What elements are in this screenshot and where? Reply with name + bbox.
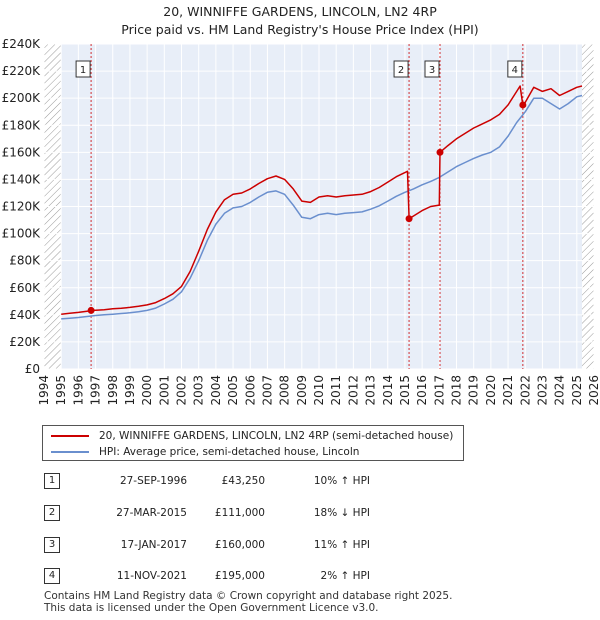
- x-tick-label: 2006: [243, 375, 257, 406]
- x-tick-label: 2015: [398, 375, 412, 406]
- x-tick-label: 2026: [587, 375, 600, 406]
- sale-point: [405, 215, 413, 223]
- x-tick-label: 2008: [278, 375, 292, 406]
- x-tick-label: 2000: [140, 375, 154, 406]
- marker-label: 1: [80, 65, 86, 76]
- transaction-price: £43,250: [221, 475, 265, 487]
- x-tick-label: 2001: [157, 375, 171, 406]
- transaction-row: 4 11-NOV-2021 £195,000 2% ↑ HPI: [0, 566, 600, 586]
- transaction-date: 11-NOV-2021: [116, 570, 187, 582]
- transaction-price: £195,000: [214, 570, 265, 582]
- transaction-hpi: 11% ↑ HPI: [313, 539, 370, 551]
- x-tick-label: 2013: [364, 375, 378, 406]
- transaction-hpi: 18% ↓ HPI: [313, 507, 370, 519]
- property-price-line: [61, 85, 583, 315]
- price-chart: 1 2 3 4 £0 £20K £40K £60K £80K £100K £120K £140K £1…: [2, 37, 600, 406]
- marker-box: [424, 60, 440, 78]
- x-tick-label: 2011: [329, 375, 343, 406]
- legend-label-property: 20, WINNIFFE GARDENS, LINCOLN, LN2 4RP (…: [99, 430, 454, 442]
- y-tick-label: £220K: [2, 64, 42, 78]
- x-tick-label: 2021: [501, 375, 515, 406]
- x-tick-label: 2009: [295, 375, 309, 406]
- x-tick-label: 2018: [450, 375, 464, 406]
- x-tick-label: 2014: [381, 375, 395, 406]
- marker-box: [393, 60, 409, 78]
- marker-label: 4: [512, 65, 518, 76]
- x-tick-label: 2019: [467, 375, 481, 406]
- x-tick-label: 1997: [89, 375, 103, 406]
- marker-box: [507, 60, 523, 78]
- y-axis: £0 £20K £40K £60K £80K £100K £120K £140K £160K £1…: [2, 37, 42, 376]
- y-tick-label: £240K: [2, 37, 42, 51]
- x-tick-label: 1998: [106, 375, 120, 406]
- x-tick-label: 2022: [518, 375, 532, 406]
- x-tick-label: 2012: [346, 375, 360, 406]
- sale-point: [436, 148, 444, 156]
- x-tick-label: 2005: [226, 375, 240, 406]
- sale-point: [87, 306, 95, 314]
- transaction-date: 27-MAR-2015: [116, 507, 187, 519]
- transaction-hpi: 10% ↑ HPI: [313, 475, 370, 487]
- x-tick-label: 2025: [570, 375, 584, 406]
- transaction-hpi: 2% ↑ HPI: [320, 570, 370, 582]
- marker-group: 1 2 3 4: [75, 60, 527, 314]
- x-axis: 1994 1995 1996 1997 1998 1999 2000 2001 2002 2003…: [37, 375, 600, 406]
- chart-subtitle: Price paid vs. HM Land Registry's House …: [121, 22, 479, 37]
- y-tick-label: £180K: [2, 118, 42, 132]
- transaction-price: £160,000: [214, 539, 265, 551]
- legend-swatch-blue: [51, 451, 89, 453]
- x-tick-label: 2016: [415, 375, 429, 406]
- transaction-number: 2: [44, 505, 60, 521]
- sale-point: [519, 101, 527, 109]
- y-tick-label: £20K: [9, 335, 41, 349]
- y-tick-label: £0: [25, 362, 40, 376]
- x-tick-label: 2023: [535, 375, 549, 406]
- footer-copyright: Contains HM Land Registry data © Crown c…: [44, 590, 453, 602]
- x-tick-label: 2003: [192, 375, 206, 406]
- transaction-row: 1 27-SEP-1996 £43,250 10% ↑ HPI: [0, 471, 600, 491]
- transaction-number: 4: [44, 568, 60, 584]
- transaction-date: 27-SEP-1996: [119, 475, 187, 487]
- chart-title: 20, WINNIFFE GARDENS, LINCOLN, LN2 4RP: [163, 4, 437, 19]
- y-tick-label: £40K: [9, 308, 41, 322]
- marker-label: 2: [398, 65, 404, 76]
- x-tick-label: 2020: [484, 375, 498, 406]
- y-tick-label: £100K: [2, 227, 42, 241]
- y-tick-label: £60K: [9, 281, 41, 295]
- legend: 20, WINNIFFE GARDENS, LINCOLN, LN2 4RP (…: [42, 425, 464, 461]
- x-tick-label: 1999: [123, 375, 137, 406]
- series-group: [61, 85, 583, 320]
- transaction-date: 17-JAN-2017: [120, 539, 187, 551]
- y-tick-label: £160K: [2, 145, 42, 159]
- transaction-number: 3: [44, 537, 60, 553]
- x-tick-label: 1994: [37, 375, 51, 406]
- transaction-number: 1: [44, 473, 60, 489]
- transaction-row: 3 17-JAN-2017 £160,000 11% ↑ HPI: [0, 535, 600, 555]
- x-tick-label: 2010: [312, 375, 326, 406]
- grid: [43, 43, 595, 370]
- legend-item-property: 20, WINNIFFE GARDENS, LINCOLN, LN2 4RP (…: [51, 430, 453, 442]
- y-tick-label: £80K: [9, 254, 41, 268]
- footer-licence: This data is licensed under the Open Gov…: [44, 602, 379, 614]
- y-tick-label: £200K: [2, 91, 42, 105]
- transaction-price: £111,000: [214, 507, 265, 519]
- hpi-line: [61, 94, 583, 320]
- x-tick-label: 2024: [553, 375, 567, 406]
- x-tick-label: 1995: [54, 375, 68, 406]
- y-tick-label: £140K: [2, 172, 42, 186]
- transaction-row: 2 27-MAR-2015 £111,000 18% ↓ HPI: [0, 503, 600, 523]
- x-tick-label: 2002: [175, 375, 189, 406]
- x-tick-label: 1996: [71, 375, 85, 406]
- marker-label: 3: [429, 65, 435, 76]
- x-tick-label: 2007: [260, 375, 274, 406]
- y-tick-label: £120K: [2, 200, 42, 214]
- marker-box: [75, 60, 91, 78]
- legend-label-hpi: HPI: Average price, semi-detached house,…: [99, 446, 360, 458]
- x-tick-label: 2017: [432, 375, 446, 406]
- legend-swatch-red: [51, 435, 89, 437]
- x-tick-label: 2004: [209, 375, 223, 406]
- legend-item-hpi: HPI: Average price, semi-detached house,…: [51, 446, 359, 458]
